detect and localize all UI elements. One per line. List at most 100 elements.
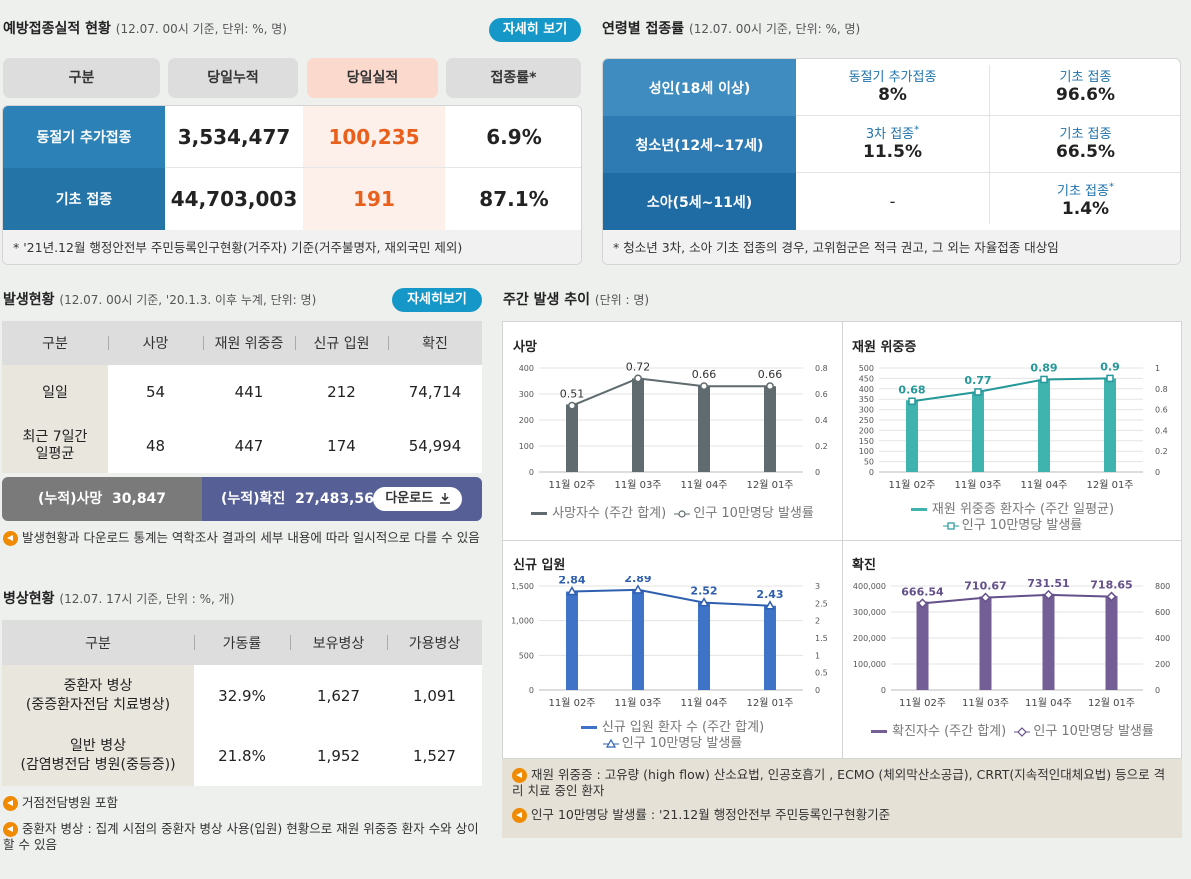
vacc-header-category: 구분 [3,58,160,98]
age-row-child-label: 소아(5세~11세) [603,173,796,230]
header-sep [290,635,291,650]
beds-row-general-held: 1,952 [317,747,360,765]
vacc-header-daily: 당일실적 [307,58,438,98]
y-left-tick: 300,000 [853,608,886,617]
y-left-tick: 100,000 [853,660,886,669]
vacc-header-cumulative: 당일누적 [168,58,298,98]
occurrence-detail-button[interactable]: 자세히보기 [392,288,482,312]
occurrence-header-row [2,321,482,365]
col-divider [989,65,990,224]
age-child-base-label: 기초 접종 [1057,184,1109,199]
vacc-row-booster-label: 동절기 추가접종 [3,106,165,168]
y-left-tick: 200 [519,416,534,425]
chart-confirmed: 0 100,000 200,000 300,000 400,000 0 200 400 600 8… [853,577,1170,709]
beds-header-held: 보유병상 [312,635,365,652]
x-tick-label: 12월 01주 [746,697,793,709]
occurrence-note: 발생현황과 다운로드 통계는 역학조사 결과의 세부 내용에 따라 일시적으로 … [3,530,483,546]
occ-header-severe: 재원 위중증 [214,336,284,352]
line-point [568,401,576,410]
beds-row-general-label: 일반 병상 (감염병전담 병원(중등증)) [2,726,194,786]
line-point [974,388,982,396]
x-tick-label: 11월 02주 [548,697,595,709]
age-adult-booster-label: 동절기 추가접종 [848,70,937,85]
legend-bar-swatch [910,508,927,511]
chart-confirmed-legend: 확진자수 (주간 합계) 인구 10만명당 발생률 [843,720,1182,739]
age-child-base-star: * [1108,181,1114,193]
y-right-tick: 400 [1155,634,1170,643]
cumulative-death-bar: (누적)사망 30,847 [2,477,202,521]
y-right-tick: 0.6 [1155,406,1168,415]
bar [1038,379,1050,472]
age-row-teen-label: 청소년(12세~17세) [603,116,796,173]
data-label: 731.51 [1027,577,1069,590]
bar [698,386,710,472]
chart-severe-title: 재원 위중증 [852,340,917,355]
x-tick-label: 11월 04주 [1025,697,1072,709]
speaker-icon [512,808,527,823]
occ-row-weekly-death: 48 [145,437,166,455]
age-teen-base-label: 기초 접종 [1059,127,1112,142]
download-icon [439,493,450,504]
line-point [766,382,774,391]
y-left-tick: 250 [859,416,874,425]
data-label: 2.89 [624,576,651,585]
data-label: 718.65 [1090,579,1132,592]
y-right-tick: 200 [1155,660,1170,669]
line-point [700,382,708,391]
vaccination-detail-button[interactable]: 자세히 보기 [489,18,581,42]
occ-row-weekly-severe: 447 [234,437,264,455]
y-left-tick: 500 [859,364,874,373]
beds-title: 병상현황 (12.07. 17시 기준, 단위 : %, 개) [3,591,235,607]
line-point [1043,589,1054,600]
series-line [911,377,1111,403]
bar [764,386,776,472]
weekly-note-1: 재원 위중증 : 고유량 (high flow) 산소요법, 인공호흡기 , E… [512,767,1166,798]
occ-header-death: 사망 [142,336,169,352]
weekly-charts-panel: 사망 0 100 200 300 400 0 0.2 0.4 0.6 0.8 11월 02주 11월 … [502,321,1182,759]
line-point [698,597,710,607]
vacc-row-base-daily: 191 [353,187,395,211]
y-right-tick: 0 [815,468,820,477]
download-button[interactable]: 다운로드 [373,487,462,511]
legend-line-marker [674,509,691,518]
daily-column-bg [303,106,445,230]
line-point [917,598,928,609]
chart-admit-legend: 신규 입원 환자 수 (주간 합계) 인구 10만명당 발생률 [503,720,842,752]
line-point [1106,374,1114,383]
y-left-tick: 400 [859,385,874,394]
y-left-tick: 500 [519,651,534,660]
download-label: 다운로드 [385,491,434,506]
x-tick-label: 11월 03주 [614,697,661,709]
x-tick-label: 11월 04주 [1020,479,1067,491]
occ-row-weekly-confirmed: 54,994 [408,437,462,455]
speaker-icon [3,531,18,546]
weekly-title: 주간 발생 추이 (단위 : 명) [503,292,650,308]
y-right-tick: 0.8 [1155,385,1168,394]
age-rate-table: 성인(18세 이상) 청소년(12세~17세) 소아(5세~11세) 동절기 추… [602,58,1181,265]
beds-row-icu-label: 중환자 병상 (중증환자전담 치료병상) [2,665,194,726]
cum-confirmed-label: (누적)확진 [221,491,286,507]
data-label: 0.68 [898,383,925,396]
vacc-row-booster-rate: 6.9% [486,125,542,149]
y-left-tick: 400 [519,364,534,373]
y-left-tick: 0 [529,686,534,695]
x-tick-label: 11월 02주 [888,479,935,491]
cum-confirmed-value: 27,483,568 [295,491,384,507]
row-divider [796,115,1180,116]
data-label: 0.66 [692,368,717,381]
bar [632,378,644,472]
vaccination-title: 예방접종실적 현황 (12.07. 00시 기준, 단위: %, 명) [3,21,287,37]
y-left-tick: 350 [859,395,874,404]
series-line [571,377,770,407]
y-right-tick: 1 [1155,364,1160,373]
age-child-booster-value: - [889,192,896,211]
data-label: 0.51 [560,388,585,401]
age-adult-base: 기초 접종 96.6% [989,59,1180,116]
x-tick-label: 12월 01주 [746,479,793,491]
bar [916,601,929,690]
weekly-note-2: 인구 10만명당 발생률 : '21.12월 행정안전부 주민등록인구현황기준 [512,807,1172,823]
header-sep [387,635,388,650]
line-point [634,374,642,383]
chart-severe: 05010015020025030035040045050000.20.40.6… [859,360,1168,491]
bar [632,589,644,690]
